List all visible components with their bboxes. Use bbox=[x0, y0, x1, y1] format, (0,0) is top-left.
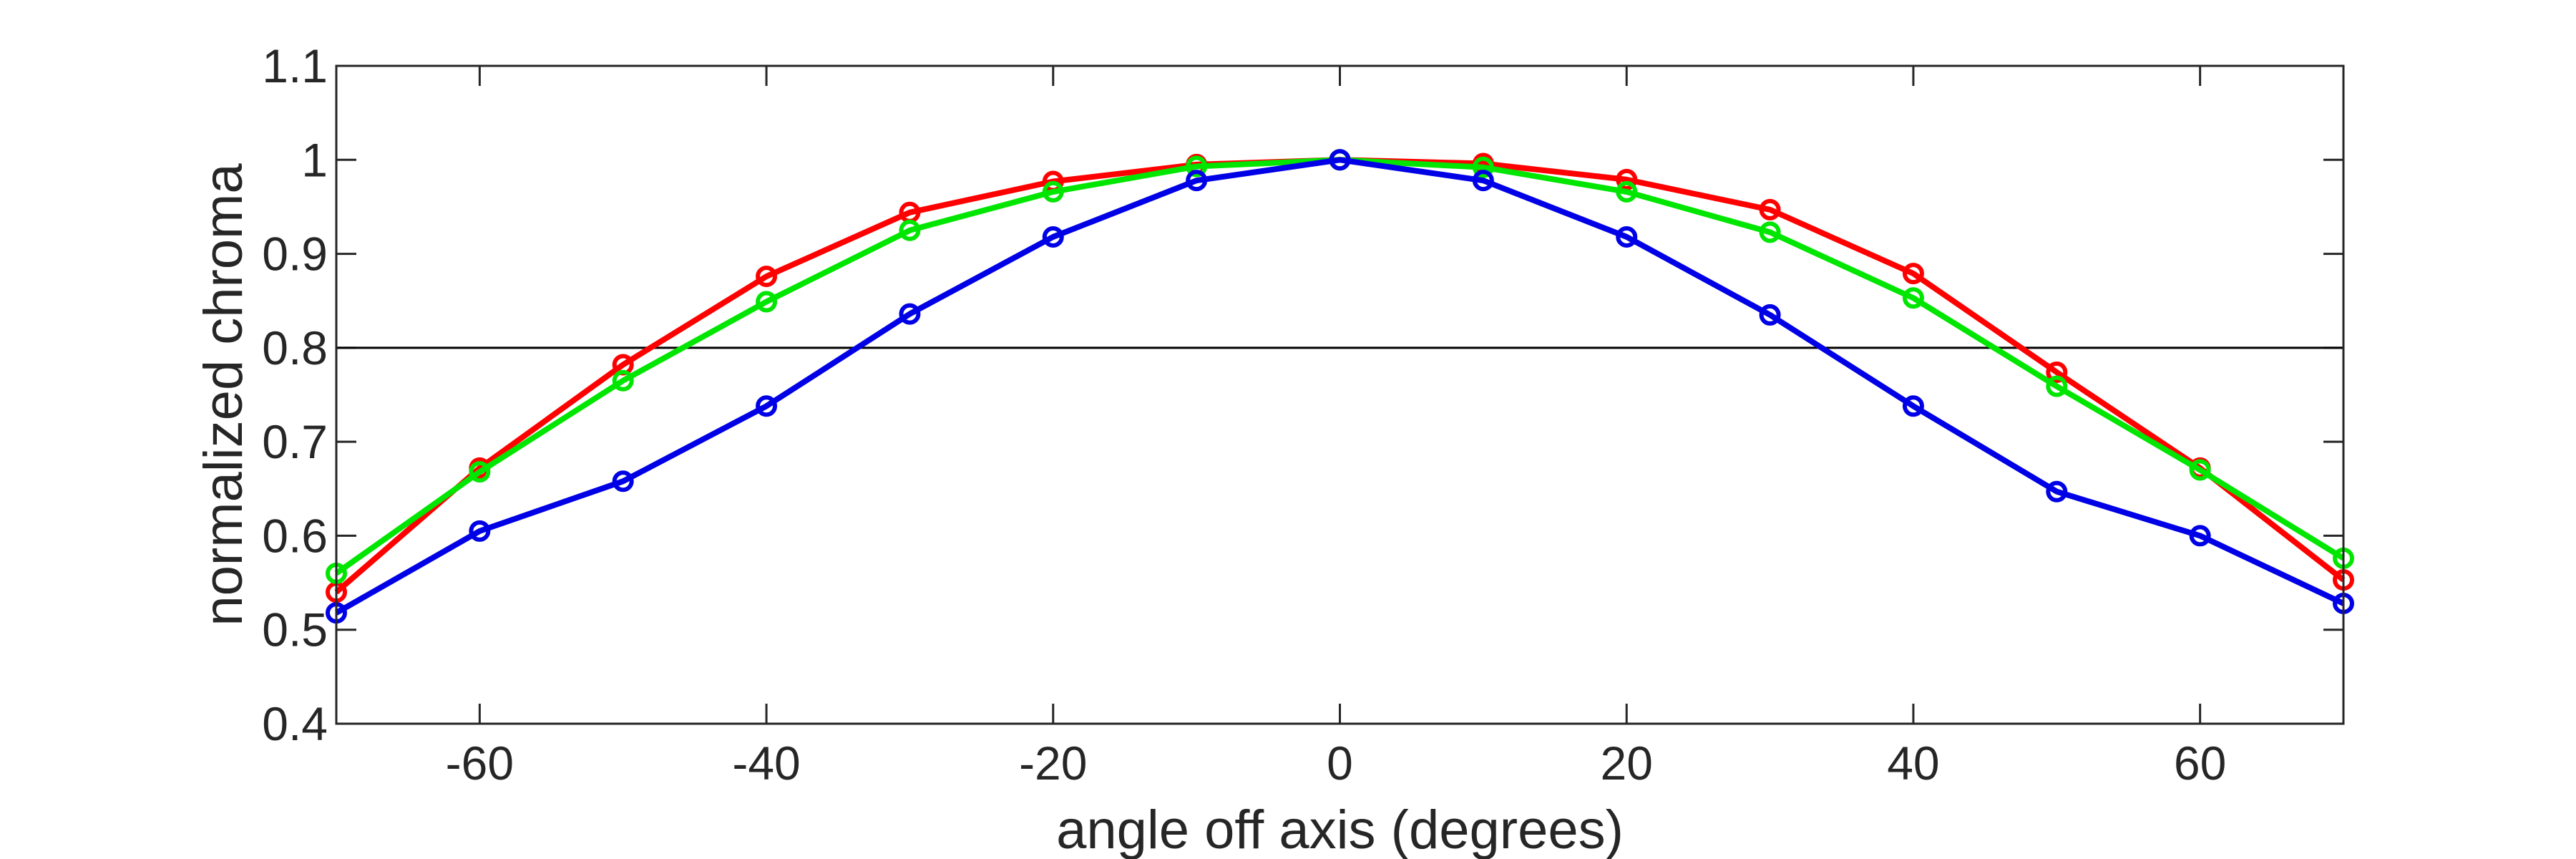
data-point bbox=[1759, 198, 1781, 220]
series-line bbox=[335, 157, 2345, 616]
data-point bbox=[1902, 263, 1924, 285]
data-point bbox=[756, 395, 778, 417]
y-axis-ticks: 0.4 0.5 0.6 0.7 0.8 0.9 1 1.1 bbox=[262, 39, 2343, 750]
data-point bbox=[1042, 225, 1064, 248]
y-axis-label: normalized chroma bbox=[193, 163, 254, 626]
data-point bbox=[756, 291, 778, 313]
plot-area bbox=[336, 66, 2343, 724]
x-tick-label: 40 bbox=[1887, 737, 1939, 790]
x-axis-label: angle off axis (degrees) bbox=[1056, 800, 1624, 859]
x-axis-ticks: -60 -40 -20 0 20 40 60 bbox=[446, 66, 2226, 790]
y-tick-label: 0.7 bbox=[262, 415, 328, 468]
x-tick-label: 0 bbox=[1327, 737, 1353, 790]
data-point bbox=[469, 520, 491, 542]
y-tick-label: 0.6 bbox=[262, 509, 328, 562]
y-tick-label: 1 bbox=[301, 133, 328, 186]
data-point bbox=[2189, 459, 2211, 481]
data-point bbox=[1616, 168, 1638, 190]
x-tick-label: 60 bbox=[2174, 737, 2226, 790]
data-point bbox=[1616, 180, 1638, 203]
data-point bbox=[1329, 149, 1351, 171]
y-tick-label: 0.9 bbox=[262, 228, 328, 281]
data-point bbox=[1186, 170, 1208, 192]
data-point bbox=[1042, 180, 1064, 203]
data-point bbox=[1472, 156, 1494, 178]
data-point bbox=[612, 470, 634, 492]
y-tick-label: 0.8 bbox=[262, 321, 328, 374]
data-point bbox=[2189, 525, 2211, 547]
x-tick-label: -40 bbox=[732, 737, 800, 790]
x-tick-label: 20 bbox=[1601, 737, 1653, 790]
data-point bbox=[2046, 480, 2068, 503]
plot-frame bbox=[335, 64, 2345, 725]
data-point bbox=[2046, 375, 2068, 397]
data-point bbox=[899, 303, 921, 325]
data-point bbox=[1902, 395, 1924, 417]
y-tick-label: 0.4 bbox=[262, 697, 328, 750]
y-tick-label: 0.5 bbox=[262, 603, 328, 656]
x-tick-label: -20 bbox=[1019, 737, 1087, 790]
data-point bbox=[2046, 361, 2068, 383]
y-tick-label: 1.1 bbox=[262, 39, 328, 92]
data-point bbox=[756, 266, 778, 288]
data-point bbox=[1759, 221, 1781, 243]
data-point bbox=[1616, 225, 1638, 248]
x-tick-label: -60 bbox=[446, 737, 514, 790]
series-layer bbox=[326, 149, 2354, 624]
data-point bbox=[1902, 287, 1924, 309]
data-point bbox=[1472, 170, 1494, 192]
data-point bbox=[469, 461, 491, 483]
data-point bbox=[899, 219, 921, 241]
data-point bbox=[612, 369, 634, 392]
data-point bbox=[1759, 304, 1781, 326]
data-point bbox=[1186, 155, 1208, 178]
